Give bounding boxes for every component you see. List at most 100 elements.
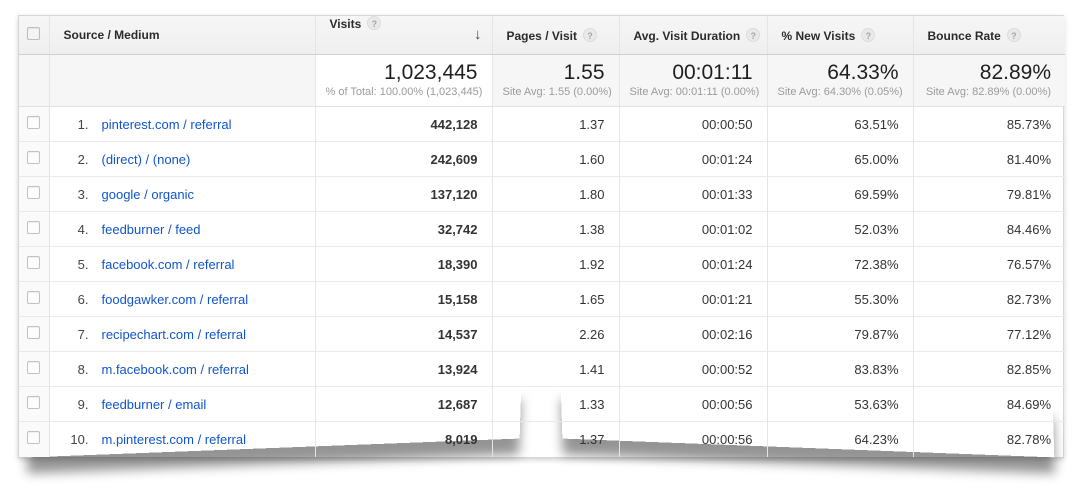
source-medium-link[interactable]: google / organic xyxy=(101,186,195,202)
pages-per-visit-value: 1.92 xyxy=(492,246,620,282)
row-check-cell xyxy=(19,351,50,387)
col-header-source-medium[interactable]: Source / Medium xyxy=(49,16,316,55)
pct-new-visits-value: 65.00% xyxy=(767,141,914,177)
table-header-row: Source / Medium Visits? ↓ Pages / Visit?… xyxy=(19,16,1065,55)
row-checkbox[interactable] xyxy=(27,151,41,164)
row-rank: 10. xyxy=(70,431,89,447)
avg-visit-duration-value: 00:01:02 xyxy=(619,211,768,247)
source-cell: 3. google / organic xyxy=(49,176,316,212)
row-check-cell xyxy=(19,211,50,247)
help-icon[interactable]: ? xyxy=(1006,27,1021,42)
source-medium-link[interactable]: (direct) / (none) xyxy=(101,151,191,167)
row-checkbox[interactable] xyxy=(27,326,41,339)
visits-value: 13,924 xyxy=(315,351,493,387)
totals-duration-cell: 00:01:11 Site Avg: 00:01:11 (0.00%) xyxy=(619,54,768,107)
table-row: 8. m.facebook.com / referral 13,924 1.41 … xyxy=(19,351,1065,387)
row-checkbox[interactable] xyxy=(27,361,41,374)
col-header-bounce-rate[interactable]: Bounce Rate? xyxy=(913,16,1065,55)
source-medium-table: Source / Medium Visits? ↓ Pages / Visit?… xyxy=(19,16,1065,457)
row-check-cell xyxy=(19,141,50,177)
select-all-cell xyxy=(19,16,50,55)
bounce-rate-value: 76.57% xyxy=(913,246,1065,282)
table-row: 3. google / organic 137,120 1.80 00:01:33… xyxy=(19,176,1065,212)
row-rank: 8. xyxy=(77,361,89,377)
help-icon[interactable]: ? xyxy=(746,27,761,42)
col-label: Bounce Rate xyxy=(927,28,1001,43)
table-body: 1. pinterest.com / referral 442,128 1.37 … xyxy=(19,106,1065,457)
col-header-pct-new-visits[interactable]: % New Visits? xyxy=(767,16,914,55)
totals-row: 1,023,445 % of Total: 100.00% (1,023,445… xyxy=(19,54,1065,107)
bounce-rate-value: 82.78% xyxy=(913,421,1065,457)
table-row: 6. foodgawker.com / referral 15,158 1.65 … xyxy=(19,281,1065,317)
pages-per-visit-value: 1.37 xyxy=(492,106,620,142)
row-check-cell xyxy=(19,176,50,212)
source-cell: 4. feedburner / feed xyxy=(49,211,316,247)
source-medium-link[interactable]: foodgawker.com / referral xyxy=(101,291,249,307)
pages-per-visit-value: 1.33 xyxy=(492,386,620,422)
col-label: Source / Medium xyxy=(63,28,160,42)
visits-value: 442,128 xyxy=(315,106,493,142)
pages-per-visit-value: 1.65 xyxy=(492,281,620,317)
analytics-table-panel: Source / Medium Visits? ↓ Pages / Visit?… xyxy=(18,15,1065,458)
row-checkbox[interactable] xyxy=(27,256,41,269)
visits-value: 137,120 xyxy=(315,176,493,212)
row-check-cell xyxy=(19,316,50,352)
pct-new-visits-value: 64.23% xyxy=(767,421,914,457)
row-checkbox[interactable] xyxy=(27,396,41,409)
select-all-checkbox[interactable] xyxy=(27,27,41,40)
row-checkbox[interactable] xyxy=(27,221,41,234)
row-rank: 2. xyxy=(77,151,89,167)
col-header-visits[interactable]: Visits? ↓ xyxy=(315,16,493,55)
table-row: 7. recipechart.com / referral 14,537 2.26… xyxy=(19,316,1065,352)
source-medium-link[interactable]: feedburner / feed xyxy=(101,221,201,237)
source-cell: 10. m.pinterest.com / referral xyxy=(49,421,316,457)
table-row: 2. (direct) / (none) 242,609 1.60 00:01:2… xyxy=(19,141,1065,177)
bounce-rate-value: 79.81% xyxy=(913,176,1065,212)
table-row: 10. m.pinterest.com / referral 8,019 1.37… xyxy=(19,421,1065,457)
source-medium-link[interactable]: recipechart.com / referral xyxy=(101,326,247,342)
bounce-rate-value: 77.12% xyxy=(913,316,1065,352)
row-checkbox[interactable] xyxy=(27,116,41,129)
source-medium-link[interactable]: m.facebook.com / referral xyxy=(101,361,249,377)
row-check-cell xyxy=(19,281,50,317)
bounce-total-subtext: Site Avg: 82.89% (0.00%) xyxy=(925,86,1051,98)
avg-visit-duration-value: 00:00:50 xyxy=(619,106,768,142)
row-checkbox[interactable] xyxy=(27,291,41,304)
visits-value: 32,742 xyxy=(315,211,493,247)
avg-visit-duration-value: 00:01:33 xyxy=(619,176,768,212)
help-icon[interactable]: ? xyxy=(367,16,382,30)
totals-bounce-cell: 82.89% Site Avg: 82.89% (0.00%) xyxy=(913,54,1065,107)
pct-new-visits-value: 83.83% xyxy=(767,351,914,387)
new-visits-total-value: 64.33% xyxy=(827,61,899,84)
source-medium-link[interactable]: facebook.com / referral xyxy=(101,256,235,272)
duration-total-value: 00:01:11 xyxy=(672,61,753,84)
row-check-cell xyxy=(19,106,50,142)
row-check-cell xyxy=(19,386,50,422)
totals-pages-cell: 1.55 Site Avg: 1.55 (0.00%) xyxy=(492,54,620,107)
bounce-rate-value: 84.46% xyxy=(913,211,1065,247)
source-cell: 8. m.facebook.com / referral xyxy=(49,351,316,387)
pct-new-visits-value: 52.03% xyxy=(767,211,914,247)
source-medium-link[interactable]: m.pinterest.com / referral xyxy=(101,431,247,447)
totals-new-visits-cell: 64.33% Site Avg: 64.30% (0.05%) xyxy=(767,54,914,107)
pages-per-visit-value: 1.37 xyxy=(492,421,620,457)
help-icon[interactable]: ? xyxy=(582,27,597,42)
col-header-avg-visit-duration[interactable]: Avg. Visit Duration? xyxy=(619,16,768,55)
source-medium-link[interactable]: feedburner / email xyxy=(101,396,207,412)
row-rank: 3. xyxy=(77,186,89,202)
pct-new-visits-value: 72.38% xyxy=(767,246,914,282)
row-rank: 4. xyxy=(77,221,89,237)
visits-value: 14,537 xyxy=(315,316,493,352)
source-medium-link[interactable]: pinterest.com / referral xyxy=(101,116,232,132)
sort-desc-icon: ↓ xyxy=(474,26,482,43)
row-checkbox[interactable] xyxy=(27,186,41,199)
col-header-pages-visit[interactable]: Pages / Visit? xyxy=(492,16,620,55)
help-icon[interactable]: ? xyxy=(861,27,876,42)
source-cell: 7. recipechart.com / referral xyxy=(49,316,316,352)
source-cell: 1. pinterest.com / referral xyxy=(49,106,316,142)
avg-visit-duration-value: 00:01:24 xyxy=(619,141,768,177)
table-row: 4. feedburner / feed 32,742 1.38 00:01:02… xyxy=(19,211,1065,247)
bounce-rate-value: 81.40% xyxy=(913,141,1065,177)
visits-value: 15,158 xyxy=(315,281,493,317)
row-checkbox[interactable] xyxy=(27,431,41,445)
